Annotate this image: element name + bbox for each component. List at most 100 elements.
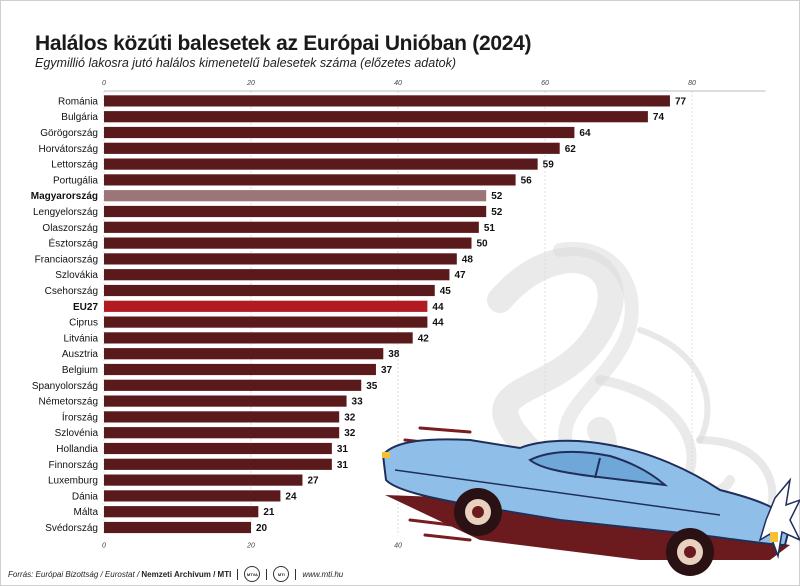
mtva-logo: MTVA bbox=[244, 566, 261, 582]
chart-title: Halálos közúti balesetek az Európai Unió… bbox=[35, 32, 532, 55]
x-tick-label: 40 bbox=[394, 542, 402, 549]
value-label: 52 bbox=[491, 191, 503, 202]
headlight bbox=[770, 532, 778, 542]
separator bbox=[266, 568, 268, 580]
value-label: 44 bbox=[432, 318, 444, 329]
bar bbox=[104, 95, 670, 107]
footer: Forrás: Európai Bizottság / Eurostat / N… bbox=[8, 566, 343, 582]
category-label: Ciprus bbox=[69, 318, 98, 329]
value-label: 38 bbox=[388, 349, 400, 360]
category-label: Dánia bbox=[72, 491, 99, 502]
bar bbox=[104, 316, 428, 328]
bar bbox=[104, 253, 457, 265]
category-label: Olaszország bbox=[42, 223, 98, 234]
value-label: 50 bbox=[477, 239, 489, 250]
value-label: 47 bbox=[454, 270, 466, 281]
category-label: Lettország bbox=[51, 160, 98, 171]
bar bbox=[104, 474, 303, 486]
bar bbox=[104, 111, 648, 123]
x-tick-label: 80 bbox=[688, 80, 696, 87]
value-label: 21 bbox=[263, 507, 275, 518]
bar bbox=[104, 158, 538, 170]
bar bbox=[104, 521, 251, 534]
category-label: Hollandia bbox=[56, 444, 98, 455]
category-label: Ausztria bbox=[62, 349, 99, 360]
category-label: Észtország bbox=[49, 237, 98, 250]
bar bbox=[104, 458, 332, 470]
x-tick-label: 60 bbox=[541, 80, 549, 87]
car-trim bbox=[394, 469, 721, 516]
bar bbox=[104, 190, 487, 202]
bar bbox=[104, 427, 340, 439]
value-label: 48 bbox=[462, 254, 474, 265]
category-label: Bulgária bbox=[61, 112, 98, 123]
value-label: 31 bbox=[337, 444, 349, 455]
mti-logo: MTI bbox=[273, 566, 290, 582]
bar bbox=[104, 411, 340, 423]
value-label: 62 bbox=[565, 144, 577, 155]
bar bbox=[104, 332, 413, 344]
category-label: Belgium bbox=[62, 365, 98, 376]
value-label: 27 bbox=[307, 476, 319, 487]
bar bbox=[104, 237, 472, 249]
x-tick-label: 20 bbox=[246, 80, 255, 87]
value-label: 52 bbox=[491, 207, 503, 218]
bars-group: Románia 77 Bulgária 74 Görögország 64 Horvátor… bbox=[31, 95, 687, 534]
value-label: 45 bbox=[440, 286, 452, 297]
category-label: Málta bbox=[74, 507, 99, 518]
separator bbox=[295, 568, 297, 580]
value-label: 51 bbox=[484, 223, 496, 234]
x-axis-ticks-top: 0 20 40 60 80 bbox=[102, 80, 696, 87]
value-label: 42 bbox=[418, 333, 430, 344]
category-label: Finnország bbox=[49, 460, 98, 471]
category-label: Luxemburg bbox=[48, 476, 98, 487]
category-label: Spanyolország bbox=[32, 381, 98, 392]
value-label: 56 bbox=[521, 175, 533, 186]
bar bbox=[104, 205, 487, 218]
bar bbox=[104, 284, 435, 297]
grid-lines bbox=[103, 90, 766, 536]
category-label: Szlovákia bbox=[55, 270, 98, 281]
value-label: 33 bbox=[352, 397, 364, 408]
bar bbox=[104, 379, 362, 391]
bar bbox=[104, 506, 259, 518]
bar bbox=[104, 363, 376, 376]
category-label: Románia bbox=[58, 96, 98, 107]
value-label: 20 bbox=[256, 523, 268, 534]
value-label: 74 bbox=[653, 112, 665, 123]
value-label: 44 bbox=[432, 302, 444, 313]
category-label: Magyarország bbox=[31, 191, 98, 202]
value-label: 77 bbox=[675, 96, 687, 107]
category-label: Németország bbox=[39, 397, 98, 408]
crash-burst bbox=[758, 477, 800, 559]
value-label: 31 bbox=[337, 460, 349, 471]
bar bbox=[104, 174, 516, 186]
bar bbox=[104, 442, 332, 455]
category-label: Portugália bbox=[53, 175, 98, 186]
category-label: EU27 bbox=[73, 302, 98, 313]
bar bbox=[104, 395, 347, 407]
bar bbox=[104, 269, 450, 281]
category-label: Szlovénia bbox=[55, 428, 99, 439]
value-label: 32 bbox=[344, 428, 356, 439]
x-tick-label: 40 bbox=[394, 80, 402, 87]
x-tick-label: 0 bbox=[102, 542, 106, 549]
value-label: 24 bbox=[285, 491, 297, 502]
value-label: 37 bbox=[381, 365, 393, 376]
bar bbox=[104, 126, 575, 139]
chart-subtitle: Egymillió lakosra jutó halálos kimenetel… bbox=[35, 56, 457, 70]
category-label: Görögország bbox=[40, 128, 98, 139]
url-text: www.mti.hu bbox=[302, 569, 344, 579]
value-label: 59 bbox=[543, 160, 555, 171]
bar bbox=[104, 300, 428, 312]
bar bbox=[104, 221, 479, 233]
category-label: Litvánia bbox=[64, 333, 99, 344]
value-label: 32 bbox=[344, 412, 356, 423]
separator bbox=[237, 568, 239, 580]
source-text: Forrás: Európai Bizottság / Eurostat / N… bbox=[8, 569, 232, 579]
x-tick-label: 20 bbox=[246, 542, 255, 549]
bar bbox=[104, 490, 281, 502]
category-label: Csehország bbox=[45, 286, 98, 297]
car-illustration bbox=[381, 426, 800, 576]
